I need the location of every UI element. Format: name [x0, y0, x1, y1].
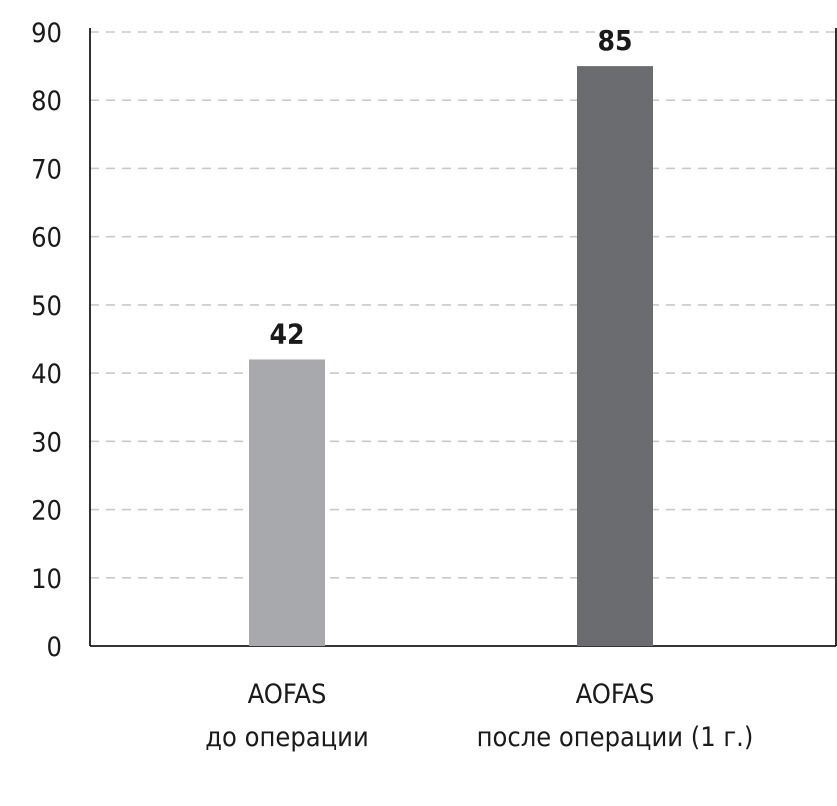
y-axis-tick-labels: 0 10 20 30 40 50 60 70 80 90 [31, 18, 62, 663]
bar-2 [577, 66, 653, 647]
y-tick-label: 80 [31, 86, 62, 117]
y-tick-label: 70 [31, 154, 62, 185]
y-tick-label: 10 [31, 564, 62, 595]
y-tick-label: 20 [31, 496, 62, 527]
axes [89, 28, 837, 647]
category-label-line1-1: AOFAS [248, 679, 327, 710]
category-label-line2-1: до операции [205, 722, 368, 753]
bar-value-label-1: 42 [269, 317, 304, 350]
bars [249, 66, 653, 647]
bar-value-label-2: 85 [597, 24, 632, 57]
bar-value-labels: 42 85 [269, 24, 632, 350]
y-tick-label: 50 [31, 291, 62, 322]
x-axis-category-labels: AOFAS до операции AOFAS после операции (1 г… [205, 679, 753, 753]
category-label-line2-2: после операции (1 г.) [477, 722, 754, 753]
y-tick-label: 90 [31, 18, 62, 49]
y-tick-label: 30 [31, 427, 62, 458]
y-tick-label: 0 [47, 632, 62, 663]
bar-1 [249, 359, 325, 646]
y-tick-label: 60 [31, 223, 62, 254]
category-label-line1-2: AOFAS [576, 679, 655, 710]
grid-lines [90, 31, 836, 579]
y-tick-label: 40 [31, 359, 62, 390]
